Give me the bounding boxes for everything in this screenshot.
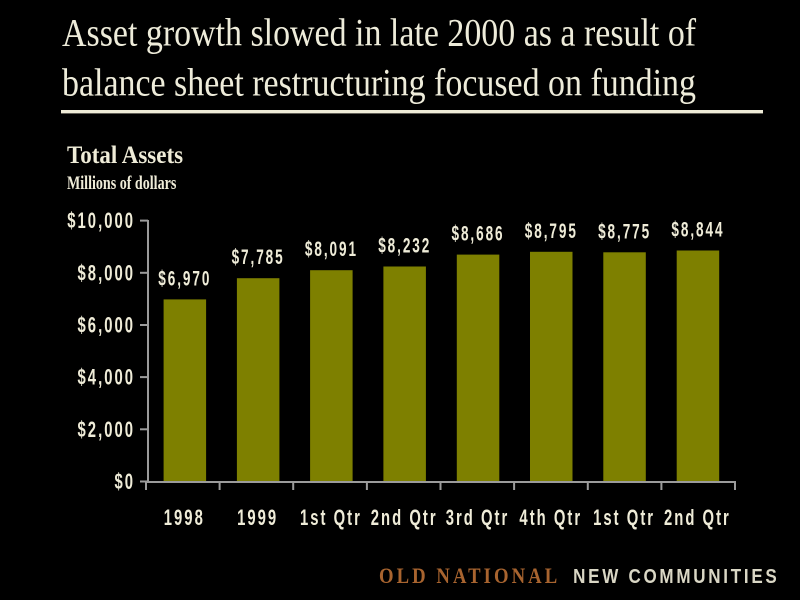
svg-text:Asset growth slowed in late 20: Asset growth slowed in late 2000 as a re…: [62, 10, 697, 54]
svg-text:$8,844: $8,844: [671, 217, 724, 241]
svg-text:$8,686: $8,686: [451, 222, 504, 246]
svg-text:1998: 1998: [164, 505, 205, 530]
svg-text:$7,785: $7,785: [232, 245, 285, 269]
svg-text:$2,000: $2,000: [78, 417, 135, 442]
svg-text:1st Qtr: 1st Qtr: [593, 505, 655, 530]
svg-text:OLD NATIONAL: OLD NATIONAL: [379, 565, 560, 589]
svg-text:NEW COMMUNITIES: NEW COMMUNITIES: [573, 565, 779, 588]
svg-text:Total Assets: Total Assets: [67, 142, 183, 169]
svg-text:$4,000: $4,000: [78, 365, 135, 390]
svg-text:$0: $0: [114, 469, 135, 494]
svg-text:$6,970: $6,970: [158, 266, 211, 290]
svg-text:balance sheet restructuring fo: balance sheet restructuring focused on f…: [62, 60, 696, 104]
svg-text:Millions of dollars: Millions of dollars: [67, 172, 177, 194]
svg-text:$6,000: $6,000: [78, 313, 135, 338]
svg-text:4th Qtr: 4th Qtr: [519, 505, 582, 530]
svg-text:$8,795: $8,795: [525, 219, 578, 243]
svg-text:2nd Qtr: 2nd Qtr: [371, 505, 438, 530]
svg-text:1999: 1999: [237, 505, 278, 530]
svg-text:$8,775: $8,775: [598, 219, 651, 243]
svg-text:3rd Qtr: 3rd Qtr: [446, 505, 510, 530]
svg-text:$10,000: $10,000: [67, 208, 135, 233]
svg-text:$8,091: $8,091: [305, 237, 358, 261]
svg-text:$8,232: $8,232: [378, 233, 431, 257]
svg-text:$8,000: $8,000: [78, 260, 135, 285]
svg-text:2nd Qtr: 2nd Qtr: [664, 505, 731, 530]
svg-text:1st Qtr: 1st Qtr: [300, 505, 362, 530]
